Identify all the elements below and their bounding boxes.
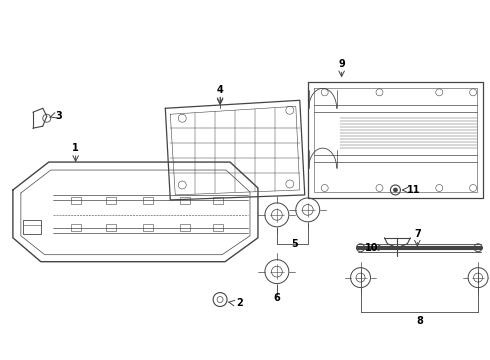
Text: 11: 11	[407, 185, 420, 195]
Text: 2: 2	[237, 297, 244, 307]
Text: 1: 1	[73, 143, 79, 153]
Text: 10: 10	[365, 243, 378, 253]
Text: 5: 5	[292, 239, 298, 249]
Bar	[180, 224, 190, 231]
Text: 9: 9	[338, 59, 345, 69]
Text: 4: 4	[217, 85, 223, 95]
Bar	[213, 224, 223, 231]
Bar	[105, 224, 116, 231]
Bar	[105, 197, 116, 204]
Bar	[180, 197, 190, 204]
Circle shape	[393, 188, 397, 192]
Bar	[144, 197, 153, 204]
Bar	[23, 220, 41, 234]
Text: 3: 3	[55, 111, 62, 121]
Bar	[213, 197, 223, 204]
Bar	[71, 224, 81, 231]
Bar	[71, 197, 81, 204]
Bar	[144, 224, 153, 231]
Text: 8: 8	[416, 316, 423, 327]
Text: 6: 6	[273, 293, 280, 302]
Text: 7: 7	[414, 229, 421, 239]
